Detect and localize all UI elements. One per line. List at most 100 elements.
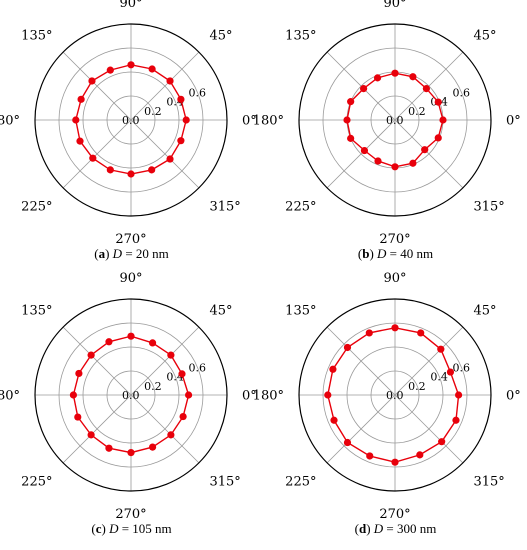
grid-spoke (62, 119, 132, 189)
data-point (438, 438, 446, 446)
radial-tick-label: 0.6 (453, 361, 471, 374)
data-point (72, 116, 80, 124)
angle-tick-label: 135° (21, 304, 52, 319)
data-point (391, 458, 399, 466)
data-point (75, 369, 83, 378)
grid-spoke (130, 326, 200, 396)
data-point (148, 166, 156, 174)
radial-tick-label: 0.2 (144, 105, 162, 118)
radial-tick-label: 0.6 (189, 86, 207, 99)
data-point (177, 137, 185, 145)
angle-tick-label: 45° (473, 29, 496, 44)
data-point (422, 85, 430, 93)
caption-c: (c) D = 105 nm (91, 521, 172, 536)
caption-d: (d) D = 300 nm (354, 521, 437, 536)
polar-panel-d: 0° 45° 90° 135° 180° 225° 270° 315° 0.0 0.2 0.4 0.6… (253, 271, 527, 550)
data-point (409, 159, 417, 167)
data-point (179, 412, 187, 421)
grid-spoke (326, 119, 396, 189)
data-point (106, 166, 114, 174)
caption-c-var: D (109, 521, 119, 536)
radial-tick-label: 0.2 (408, 105, 426, 118)
grid-spoke (394, 119, 464, 189)
grid-spoke (326, 326, 396, 396)
data-point (185, 391, 193, 399)
angle-tick-label: 90° (119, 271, 142, 286)
caption-a: (a) D = 20 nm (94, 246, 169, 261)
grid-spoke (394, 51, 464, 121)
data-point (343, 116, 351, 124)
data-point (416, 451, 424, 459)
data-point (177, 95, 185, 103)
grid-spoke (62, 51, 132, 121)
polar-panel-b: 0°45°90°135°180°225°270°315°0.00.20.40.6… (253, 0, 527, 275)
polar-plot-d: 0° 45° 90° 135° 180° 225° 270° 315° 0.0 0.2 0.4 0.6 (253, 271, 521, 522)
data-point (374, 157, 382, 165)
angle-tick-label: 315° (473, 474, 504, 489)
data-point (366, 452, 374, 460)
grid-spoke (62, 394, 132, 464)
data-point (439, 116, 447, 124)
caption-c-text: = 105 nm (118, 521, 172, 536)
caption-d-var: D (373, 521, 384, 536)
grid-spoke (394, 394, 464, 464)
polar-plot-c: 0°45°90°135°180°225°270°315°0.00.20.40.6 (0, 271, 257, 522)
data-point (455, 391, 463, 399)
data-point (166, 77, 174, 85)
angle-tick-label: 0° (506, 114, 521, 129)
data-point (391, 69, 399, 77)
caption-b-letter: b (362, 246, 370, 261)
angle-tick-label: 0° (506, 389, 521, 404)
angle-tick-label: 225° (21, 199, 52, 214)
radial-tick-label: 0.2 (408, 380, 426, 393)
data-point (360, 146, 369, 155)
data-point (127, 332, 135, 340)
angle-tick-label: 315° (209, 474, 240, 489)
grid-spoke (130, 51, 200, 121)
data-point (360, 85, 368, 93)
data-point (446, 368, 455, 376)
polar-panel-a: 0°45°90°135°180°225°270°315°0.00.20.40.6… (0, 0, 263, 275)
data-point (347, 98, 355, 106)
angle-tick-label: 270° (115, 507, 146, 522)
data-point (76, 137, 84, 145)
grid-spoke (130, 119, 200, 189)
caption-d-text: = 300 nm (383, 521, 437, 536)
caption-b: (b) D = 40 nm (357, 246, 434, 261)
data-point (69, 391, 77, 399)
polar-frame (298, 298, 492, 492)
data-point (127, 449, 135, 457)
radial-tick-label: 0.0 (386, 114, 404, 127)
radial-tick-label: 0.4 (430, 371, 448, 384)
radial-tick-label: 0.6 (453, 86, 471, 99)
data-point (166, 155, 174, 163)
data-point (365, 329, 373, 337)
polar-frame (34, 23, 228, 217)
data-point (421, 146, 429, 154)
angle-tick-label: 180° (0, 114, 20, 129)
grid-spoke (62, 326, 132, 396)
angle-tick-label: 135° (285, 304, 316, 319)
data-point (452, 416, 460, 424)
radial-tick-label: 0.0 (122, 389, 140, 402)
data-point (391, 324, 399, 332)
data-point (434, 98, 442, 106)
data-point (88, 77, 96, 85)
caption-d-letter: d (358, 521, 367, 536)
angle-tick-label: 315° (209, 199, 240, 214)
angle-tick-label: 0° (242, 389, 257, 404)
angle-tick-label: 180° (0, 389, 20, 404)
data-point (127, 170, 135, 178)
polar-frame (298, 23, 492, 217)
polar-plot-b: 0°45°90°135°180°225°270°315°0.00.20.40.6 (253, 0, 521, 247)
data-point (391, 163, 399, 171)
data-point (105, 444, 113, 452)
radial-tick-label: 0.0 (386, 389, 404, 402)
angle-tick-label: 45° (209, 304, 232, 319)
grid-spoke (394, 326, 464, 396)
caption-b-text: = 40 nm (386, 246, 434, 261)
data-point (329, 365, 337, 373)
angle-tick-label: 0° (242, 114, 257, 129)
data-point (417, 329, 425, 337)
angle-tick-label: 45° (473, 304, 496, 319)
